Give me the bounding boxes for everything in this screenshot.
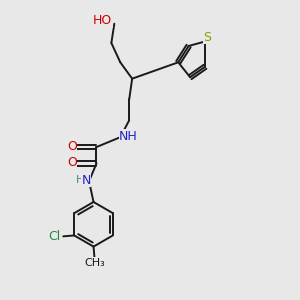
Text: O: O — [67, 156, 77, 169]
Text: Cl: Cl — [48, 230, 60, 243]
Text: HO: HO — [93, 14, 112, 27]
Text: H: H — [76, 175, 84, 185]
Text: CH₃: CH₃ — [84, 258, 105, 268]
Text: O: O — [67, 140, 77, 153]
Text: S: S — [203, 31, 211, 44]
Text: N: N — [81, 174, 91, 187]
Text: NH: NH — [119, 130, 138, 143]
